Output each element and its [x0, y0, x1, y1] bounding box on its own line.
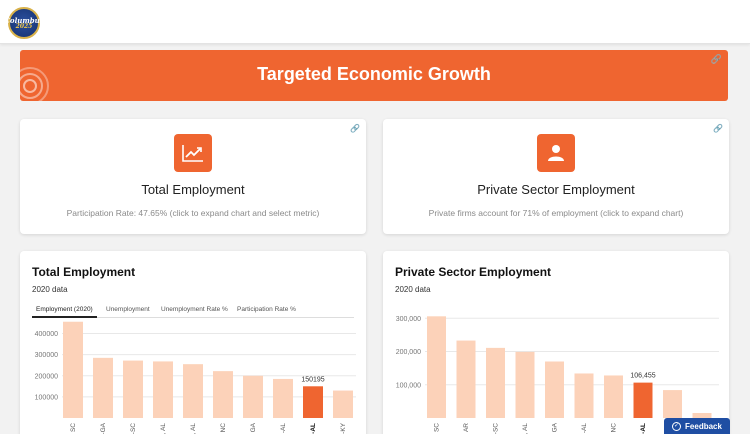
chart-title: Private Sector Employment: [395, 265, 552, 279]
bar[interactable]: [333, 390, 353, 418]
bar[interactable]: [153, 361, 173, 418]
bar[interactable]: [663, 390, 682, 418]
data-label: 106,455: [630, 373, 655, 380]
metric-title: Private Sector Employment: [477, 182, 635, 197]
x-tick-label: , AL: [522, 423, 529, 434]
chart-title: Total Employment: [32, 265, 136, 279]
feedback-label: Feedback: [685, 421, 722, 431]
x-tick-label: -AL: [280, 423, 287, 434]
x-tick-label: -GA: [100, 422, 107, 434]
x-tick-label: dale-, AR: [463, 423, 470, 434]
metric-title: Total Employment: [141, 182, 245, 197]
person-icon: [537, 134, 575, 172]
y-tick-label: 200000: [35, 373, 58, 380]
page-title: Targeted Economic Growth: [257, 64, 491, 84]
x-tick-label: , GA: [250, 422, 257, 434]
y-tick-label: 300,000: [396, 316, 421, 323]
bar[interactable]: [574, 373, 594, 418]
link-icon[interactable]: 🔗: [350, 124, 360, 133]
bar[interactable]: [213, 371, 233, 418]
bar[interactable]: [273, 378, 293, 418]
data-label: 150195: [301, 376, 324, 383]
x-tick-label: A-AL: [640, 423, 647, 434]
check-icon: ✓: [672, 421, 682, 431]
metric-subtitle: Private firms account for 71% of employm…: [428, 208, 684, 218]
page-banner: Targeted Economic Growth 🔗: [20, 50, 728, 101]
x-tick-label: ndale-, AL: [160, 423, 167, 434]
y-tick-label: 100,000: [396, 382, 421, 389]
top-bar: Columbus 2025: [0, 0, 750, 44]
trend-chart-icon: [174, 134, 212, 172]
tab-employment[interactable]: Employment (2020): [32, 302, 97, 318]
bar[interactable]: [183, 364, 203, 418]
tab-unemployment[interactable]: Unemployment: [106, 306, 150, 313]
columbus-logo[interactable]: Columbus 2025: [4, 7, 44, 39]
y-tick-label: 100000: [35, 394, 58, 401]
x-tick-label: , SC: [70, 423, 77, 434]
link-icon[interactable]: 🔗: [710, 54, 722, 64]
metric-tabs: Employment (2020) Unemployment Unemploym…: [32, 302, 354, 318]
highlighted-bar[interactable]: [633, 382, 653, 418]
x-tick-label: ounty, -SC: [493, 423, 500, 434]
x-tick-label: , NC: [611, 423, 618, 434]
total-employment-bar-chart: 100000 200000 300000 400000 , SC -GA ounty, -S…: [35, 321, 356, 434]
metric-subtitle: Participation Rate: 47.65% (click to exp…: [66, 208, 320, 218]
bar[interactable]: [123, 360, 143, 418]
logo-year: 2025: [15, 22, 33, 30]
bar[interactable]: [427, 316, 446, 418]
bar[interactable]: [93, 357, 113, 418]
logo-text: Columbus: [4, 15, 44, 25]
total-employment-card[interactable]: 🔗 Total Employment Participation Rate: 4…: [20, 119, 366, 234]
bar[interactable]: [486, 347, 505, 418]
x-tick-label: , AL: [190, 423, 197, 434]
y-tick-label: 300000: [35, 352, 58, 359]
private-sector-bar-chart: 100,000 200,000 300,000 , SC dale-, AR ounty,…: [396, 316, 719, 434]
bar[interactable]: [243, 375, 263, 418]
bar[interactable]: [515, 351, 535, 418]
tab-participation-rate[interactable]: Participation Rate %: [237, 306, 296, 313]
x-tick-label: , SC: [434, 423, 441, 434]
bar[interactable]: [604, 375, 623, 418]
target-decoration-icon: [20, 67, 49, 101]
tab-unemployment-rate[interactable]: Unemployment Rate %: [161, 306, 228, 313]
total-employment-chart-card: Total Employment 2020 data Employment (2…: [20, 251, 366, 434]
bar[interactable]: [63, 321, 83, 418]
feedback-button[interactable]: ✓ Feedback: [664, 418, 730, 434]
x-tick-label: -AL: [581, 423, 588, 434]
highlighted-bar[interactable]: [303, 386, 323, 418]
private-sector-chart-card: Private Sector Employment 2020 data 100,…: [383, 251, 729, 434]
x-tick-label: A-AL: [310, 423, 317, 434]
bar[interactable]: [456, 340, 476, 418]
chart-subtitle: 2020 data: [395, 285, 431, 294]
x-tick-label: ounty, -SC: [130, 423, 137, 434]
bar[interactable]: [692, 413, 712, 418]
x-tick-label: , NC: [220, 423, 227, 434]
x-tick-label: , GA: [552, 422, 559, 434]
chart-subtitle: 2020 data: [32, 285, 68, 294]
private-sector-card[interactable]: 🔗 Private Sector Employment Private firm…: [383, 119, 729, 234]
y-tick-label: 200,000: [396, 349, 421, 356]
y-tick-label: 400000: [35, 331, 58, 338]
x-tick-label: N-KY: [340, 422, 347, 434]
bar[interactable]: [545, 361, 564, 419]
link-icon[interactable]: 🔗: [713, 124, 723, 133]
